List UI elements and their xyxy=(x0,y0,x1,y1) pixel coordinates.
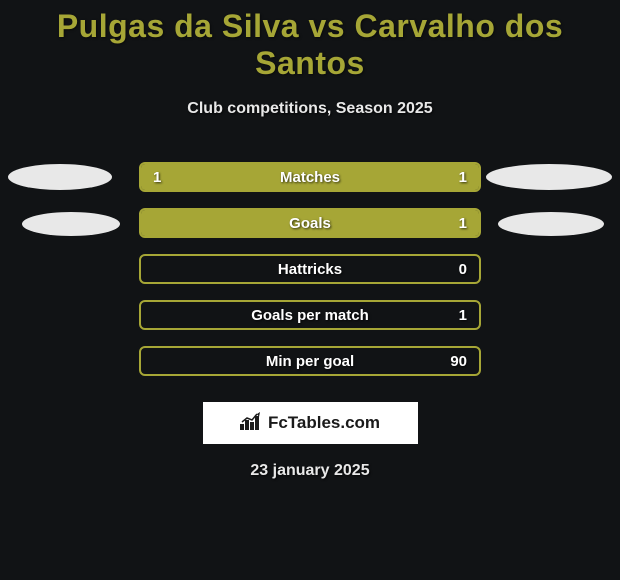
page-title: Pulgas da Silva vs Carvalho dos Santos xyxy=(0,0,620,82)
chart-icon xyxy=(240,412,262,435)
stat-row: Min per goal 90 xyxy=(0,338,620,384)
stat-bar-hattricks: Hattricks 0 xyxy=(139,254,481,284)
stat-value-left: 1 xyxy=(153,169,161,186)
stat-row: Hattricks 0 xyxy=(0,246,620,292)
logo: FcTables.com xyxy=(240,412,380,435)
page-subtitle: Club competitions, Season 2025 xyxy=(0,100,620,118)
stat-value-right: 90 xyxy=(450,353,467,370)
logo-text: FcTables.com xyxy=(268,413,380,433)
stat-value-right: 1 xyxy=(459,307,467,324)
stat-value-right: 1 xyxy=(459,169,467,186)
stat-bar-min-per-goal: Min per goal 90 xyxy=(139,346,481,376)
stat-label: Matches xyxy=(280,169,340,186)
stat-row: 1 Matches 1 xyxy=(0,154,620,200)
logo-box[interactable]: FcTables.com xyxy=(203,402,418,444)
comparison-infographic: Pulgas da Silva vs Carvalho dos Santos C… xyxy=(0,0,620,580)
stat-bar-goals-per-match: Goals per match 1 xyxy=(139,300,481,330)
stat-label: Hattricks xyxy=(278,261,342,278)
stat-bar-matches: 1 Matches 1 xyxy=(139,162,481,192)
stat-row: Goals per match 1 xyxy=(0,292,620,338)
stat-label: Min per goal xyxy=(266,353,354,370)
stat-value-right: 1 xyxy=(459,215,467,232)
stat-label: Goals xyxy=(289,215,331,232)
stat-row: Goals 1 xyxy=(0,200,620,246)
stat-value-right: 0 xyxy=(459,261,467,278)
stats-area: 1 Matches 1 Goals 1 Hattricks 0 xyxy=(0,154,620,384)
stat-bar-goals: Goals 1 xyxy=(139,208,481,238)
date-text: 23 january 2025 xyxy=(0,462,620,480)
stat-label: Goals per match xyxy=(251,307,369,324)
